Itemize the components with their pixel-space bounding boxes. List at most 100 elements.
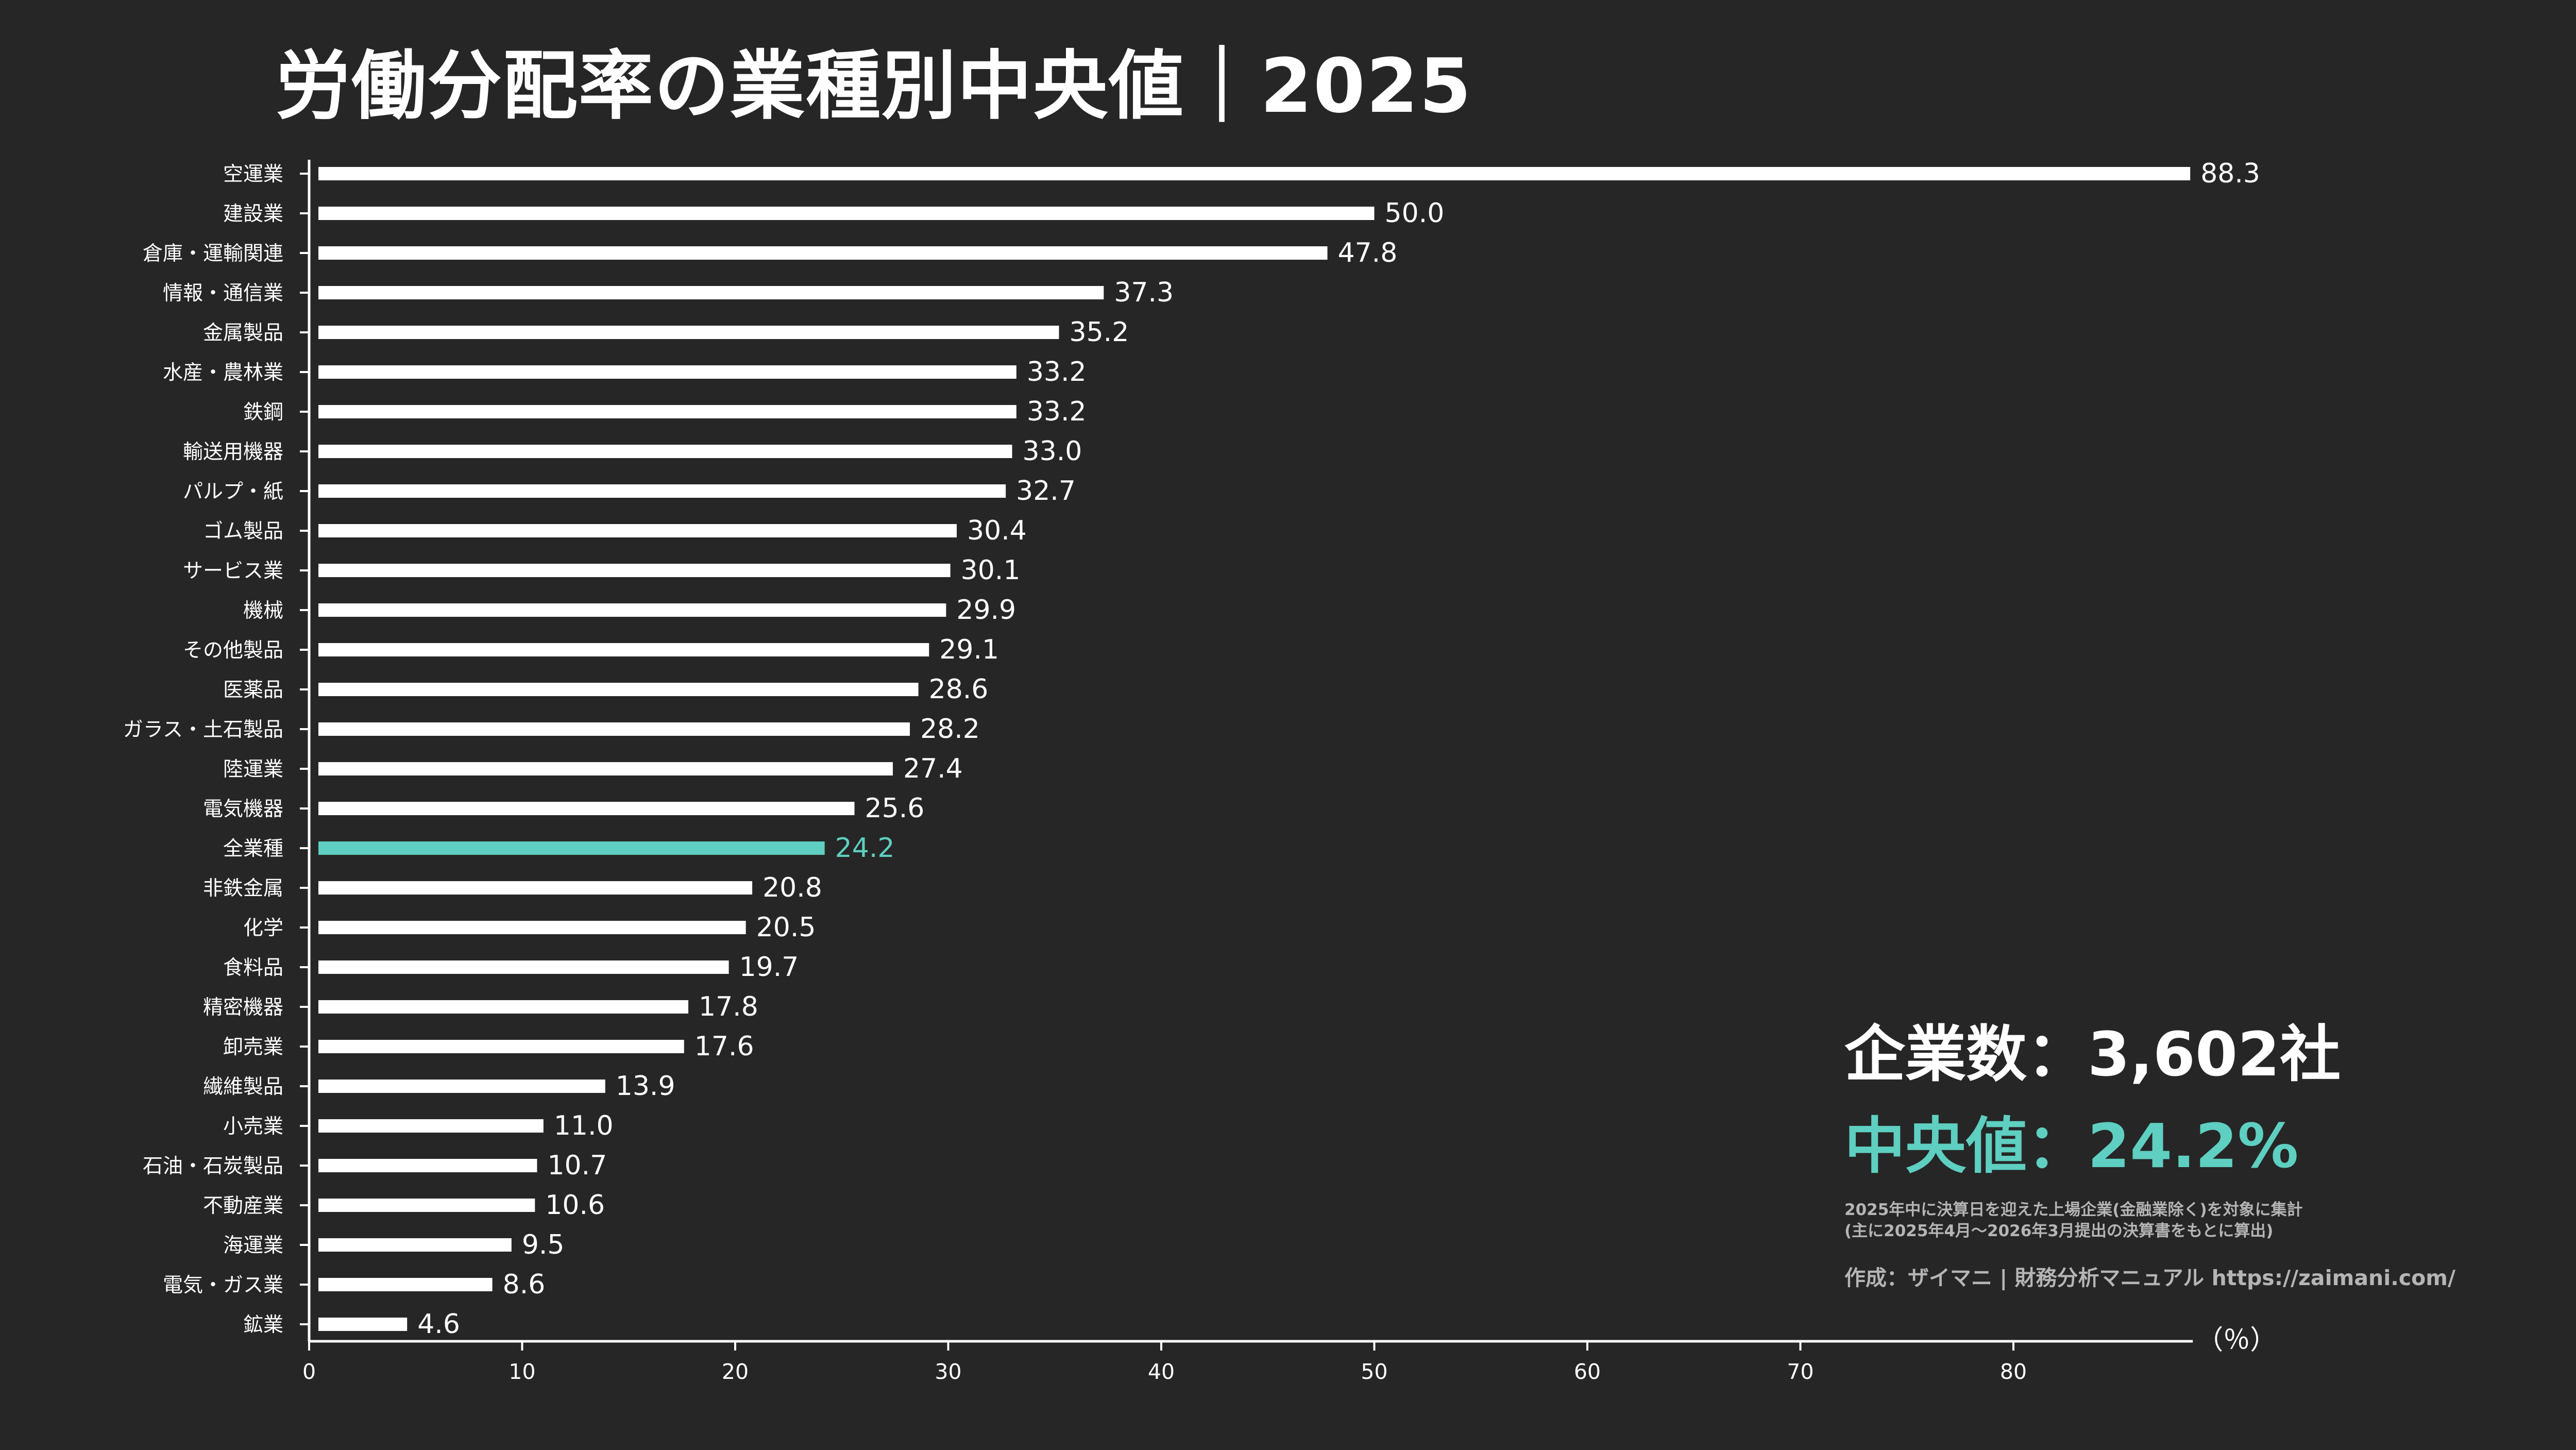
category-label: 空運業 [223, 163, 283, 186]
bar [318, 603, 946, 617]
category-label: 電気機器 [203, 798, 283, 821]
bar [318, 1278, 493, 1291]
bar [318, 207, 1375, 220]
value-label: 13.9 [616, 1071, 675, 1102]
bar [318, 326, 1059, 339]
bar [318, 524, 957, 537]
category-label: 全業種 [223, 837, 283, 861]
value-label: 27.4 [903, 753, 963, 784]
bar [318, 365, 1016, 379]
x-tick-label: 70 [1787, 1359, 1814, 1384]
value-label: 29.1 [939, 634, 999, 665]
category-label: 機械 [243, 599, 283, 622]
category-label: サービス業 [183, 560, 283, 583]
bar [318, 722, 910, 736]
category-label: 建設業 [223, 203, 283, 226]
bar [318, 1040, 684, 1053]
category-label: その他製品 [183, 639, 283, 662]
category-label: 卸売業 [223, 1036, 283, 1059]
category-label: 化学 [243, 917, 283, 940]
bar [318, 564, 951, 577]
bar [318, 445, 1012, 458]
category-label: 医薬品 [223, 679, 283, 702]
value-label: 11.0 [554, 1110, 614, 1141]
category-label: 電気・ガス業 [163, 1274, 283, 1297]
bar [318, 921, 746, 934]
bar [318, 802, 855, 815]
bar [318, 1318, 408, 1331]
value-label: 37.3 [1114, 277, 1174, 308]
category-label: ガラス・土石製品 [123, 718, 283, 741]
page-title: 労働分配率の業種別中央値｜2025 [276, 43, 1472, 130]
category-label: 金属製品 [203, 322, 283, 345]
x-tick-label: 50 [1361, 1359, 1387, 1384]
value-label: 35.2 [1070, 317, 1129, 348]
category-label: 繊維製品 [203, 1075, 283, 1099]
bar [318, 762, 893, 775]
category-label: ゴム製品 [203, 520, 283, 543]
value-label: 88.3 [2200, 158, 2260, 189]
bar [318, 960, 729, 974]
category-label: 食料品 [223, 956, 283, 980]
category-label: 陸運業 [223, 758, 283, 781]
x-tick-label: 0 [302, 1359, 316, 1384]
bar [318, 881, 753, 895]
median-text: 中央値：24.2% [1844, 1110, 2299, 1182]
x-tick-label: 60 [1574, 1359, 1601, 1384]
value-label: 30.1 [961, 555, 1021, 586]
value-label: 4.6 [417, 1309, 460, 1340]
value-label: 24.2 [835, 833, 895, 864]
bar [318, 643, 929, 656]
bar [318, 1238, 512, 1252]
value-label: 30.4 [967, 515, 1027, 546]
value-label: 10.6 [545, 1190, 605, 1221]
value-label: 28.6 [929, 674, 989, 705]
x-tick-label: 10 [509, 1359, 535, 1384]
bar [318, 683, 919, 696]
category-label: 輸送用機器 [183, 441, 283, 464]
value-label: 47.8 [1338, 238, 1398, 268]
bar [318, 1199, 535, 1212]
value-label: 20.8 [762, 872, 822, 903]
bar [318, 1080, 605, 1093]
value-label: 25.6 [865, 793, 925, 824]
category-label: 石油・石炭製品 [143, 1155, 283, 1178]
category-label: 水産・農林業 [163, 361, 283, 384]
category-label: 小売業 [223, 1115, 283, 1138]
value-label: 33.2 [1027, 396, 1087, 427]
value-label: 9.5 [522, 1229, 565, 1260]
value-label: 29.9 [956, 595, 1016, 626]
value-label: 33.0 [1023, 436, 1082, 467]
category-label: 情報・通信業 [163, 282, 283, 305]
category-label: 精密機器 [203, 996, 283, 1019]
note-line-2: (主に2025年4月～2026年3月提出の決算書をもとに算出) [1844, 1222, 2274, 1240]
bar [318, 1119, 544, 1133]
category-label: 鉄鋼 [243, 401, 283, 424]
x-tick-label: 30 [935, 1359, 961, 1384]
x-tick-label: 40 [1148, 1359, 1175, 1384]
bar [318, 1159, 537, 1172]
company-count-text: 企業数：3,602社 [1844, 1019, 2341, 1090]
bar [318, 484, 1006, 498]
bar [318, 167, 2191, 180]
category-label: 倉庫・運輸関連 [143, 242, 283, 265]
bar [318, 246, 1328, 260]
category-label: パルプ・紙 [183, 480, 283, 503]
x-axis-label: （％） [2196, 1325, 2277, 1356]
value-label: 50.0 [1385, 198, 1445, 229]
x-tick-label: 20 [722, 1359, 749, 1384]
bar-highlight [318, 841, 825, 855]
note-line-1: 2025年中に決算日を迎えた上場企業(金融業除く)を対象に集計 [1844, 1201, 2303, 1219]
bar [318, 1000, 689, 1014]
value-label: 32.7 [1016, 476, 1076, 507]
x-tick-label: 80 [2000, 1359, 2027, 1384]
bar [318, 286, 1104, 299]
value-label: 28.2 [920, 714, 980, 745]
category-label: 非鉄金属 [203, 877, 283, 900]
category-label: 鉱業 [243, 1313, 283, 1337]
category-label: 不動産業 [203, 1194, 283, 1218]
value-label: 33.2 [1027, 357, 1087, 387]
value-label: 8.6 [503, 1269, 546, 1300]
bar [318, 405, 1016, 418]
